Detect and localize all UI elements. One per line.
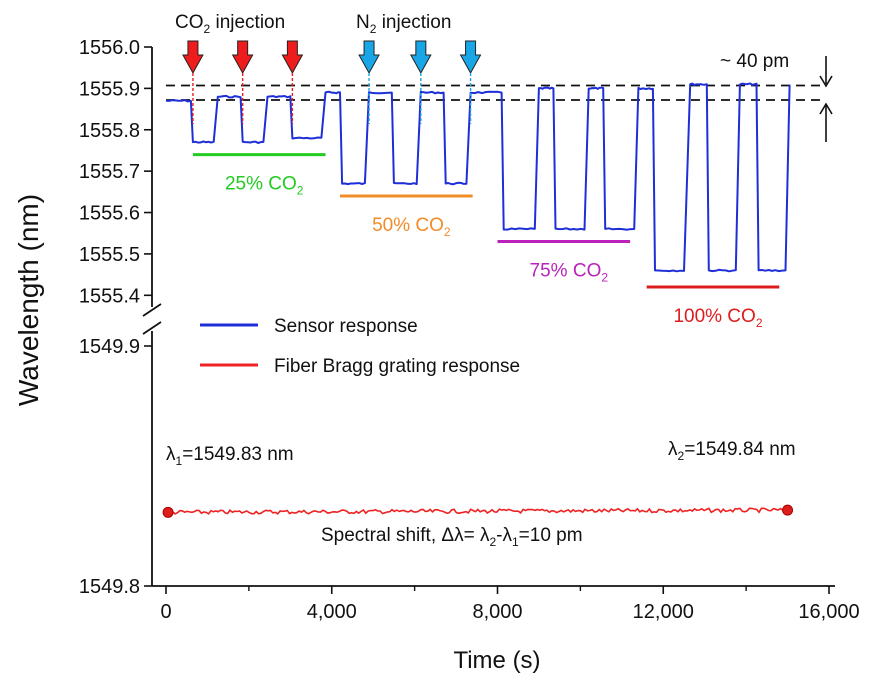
- y-tick-label-upper: 1555.4: [79, 285, 140, 307]
- concentration-label: 75% CO2: [530, 260, 609, 284]
- axes: 0 4,000 8,000 12,000 16,000 1555.4 1555.5 1555.…: [79, 37, 860, 623]
- x-tick-label: 0: [160, 601, 171, 623]
- y-tick-label-lower: 1549.8: [79, 576, 140, 598]
- threshold-lines: [166, 84, 822, 101]
- y-tick-label-upper: 1555.6: [79, 203, 140, 225]
- series-group: [165, 82, 791, 515]
- up-arrow-icon: [819, 102, 833, 115]
- y-tick-label-upper: 1555.8: [79, 120, 140, 142]
- n2-injection-label: N2 injection: [356, 12, 451, 36]
- y-tick-label-upper: 1555.9: [79, 78, 140, 100]
- axis-break-mark-lower: [142, 321, 162, 335]
- x-axis-title: Time (s): [453, 647, 540, 674]
- lambda2-label: λ2=1549.84 nm: [668, 439, 796, 463]
- y-tick-label-upper: 1555.5: [79, 244, 140, 266]
- y-tick-label-upper: 1556.0: [79, 37, 140, 59]
- y-axis-title: Wavelength (nm): [13, 194, 44, 406]
- y-tick-label-upper: 1555.7: [79, 161, 140, 183]
- axis-break-mark-upper: [142, 303, 162, 317]
- x-tick-label: 4,000: [307, 601, 357, 623]
- co2-arrow-icon: [231, 40, 254, 75]
- co2-arrow-icon: [281, 40, 304, 75]
- n2-arrow-icon: [409, 40, 432, 75]
- endpoint-markers: [162, 504, 794, 518]
- series-line-fbg: [167, 507, 789, 515]
- down-arrow-icon: [819, 75, 833, 88]
- series-line-sensor: [165, 82, 791, 273]
- spectral-shift-label: Spectral shift, Δλ= λ2-λ1=10 pm: [321, 525, 583, 549]
- lambda1-label: λ1=1549.83 nm: [166, 444, 294, 468]
- endpoint-marker: [782, 504, 794, 516]
- legend-label-sensor: Sensor response: [274, 316, 418, 337]
- endpoint-marker: [162, 506, 174, 518]
- pm-label: ~ 40 pm: [720, 51, 789, 72]
- n2-arrow-icon: [459, 40, 482, 75]
- pm-annotation: ~ 40 pm: [720, 51, 833, 142]
- legend: Sensor response Fiber Bragg grating resp…: [200, 316, 520, 377]
- x-tick-label: 16,000: [798, 601, 859, 623]
- concentration-label: 50% CO2: [372, 215, 451, 239]
- n2-arrow-icon: [358, 40, 380, 75]
- co2-arrow-icon: [182, 40, 204, 75]
- concentration-labels: 25% CO2 50% CO2 75% CO2 100% CO2: [192, 153, 780, 330]
- x-tick-label: 8,000: [472, 601, 522, 623]
- concentration-label: 100% CO2: [673, 306, 762, 330]
- concentration-label: 25% CO2: [225, 174, 304, 198]
- co2-injection-label: CO2 injection: [175, 12, 285, 36]
- y-tick-label-lower: 1549.9: [79, 336, 140, 358]
- x-tick-label: 12,000: [633, 601, 694, 623]
- injection-annotations: [182, 40, 482, 124]
- legend-label-fbg: Fiber Bragg grating response: [274, 356, 520, 377]
